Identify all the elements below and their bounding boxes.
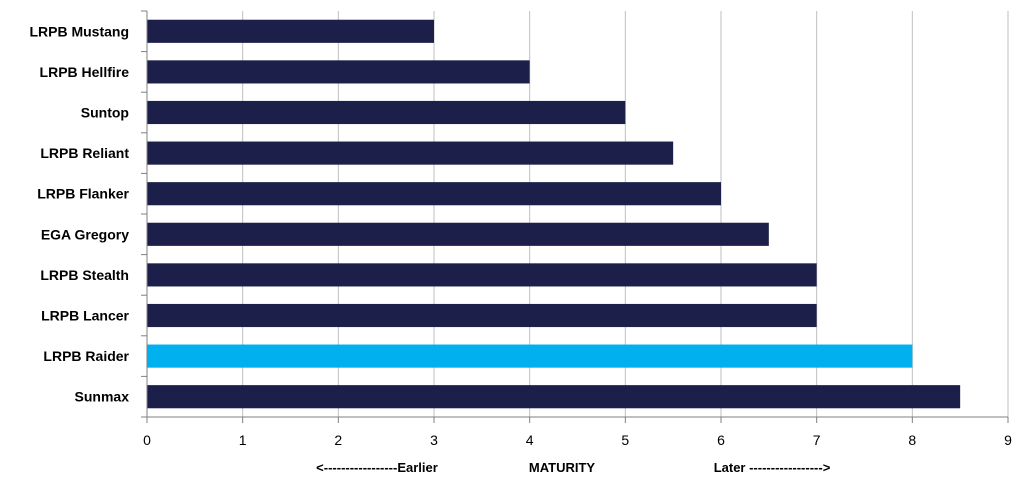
x-tick-label: 0 [143,432,151,448]
category-label: LRPB Flanker [37,186,129,202]
x-tick-label: 1 [239,432,247,448]
bar-lrpb-flanker [147,182,721,206]
x-caption-earlier: <-----------------Earlier [316,460,438,475]
x-tick-label: 8 [908,432,916,448]
x-tick-label: 7 [813,432,821,448]
category-label: EGA Gregory [41,226,129,242]
bar-lrpb-mustang [147,19,434,43]
bar-lrpb-stealth [147,263,817,287]
x-tick-label: 3 [430,432,438,448]
category-label: LRPB Hellfire [40,64,130,80]
x-caption-later: Later -----------------> [714,460,831,475]
x-tick-label: 2 [334,432,342,448]
bar-lrpb-hellfire [147,60,530,84]
category-labels: LRPB Mustang LRPB Hellfire Suntop LRPB Reli… [29,23,129,404]
x-tick-labels: 0 1 2 3 4 5 6 7 8 9 [143,432,1012,448]
category-label: LRPB Reliant [40,145,129,161]
category-label: LRPB Lancer [41,308,129,324]
category-label: Suntop [81,105,129,121]
x-tick-label: 6 [717,432,725,448]
bar-lrpb-reliant [147,141,674,165]
bar-ega-gregory [147,222,769,246]
x-tick-label: 4 [526,432,534,448]
x-caption-maturity: MATURITY [529,460,596,475]
bar-sunmax [147,385,961,409]
category-label: LRPB Mustang [29,23,129,39]
category-label: Sunmax [75,389,130,405]
x-axis-caption: <-----------------Earlier MATURITY Later… [316,460,831,475]
category-label: LRPB Raider [43,348,129,364]
bar-lrpb-raider [147,344,913,368]
axes [141,10,1009,423]
x-tick-label: 5 [621,432,629,448]
bar-lrpb-lancer [147,303,817,328]
category-label: LRPB Stealth [40,267,129,283]
bar-suntop [147,100,626,125]
bars [147,19,961,409]
x-tick-label: 9 [1004,432,1012,448]
